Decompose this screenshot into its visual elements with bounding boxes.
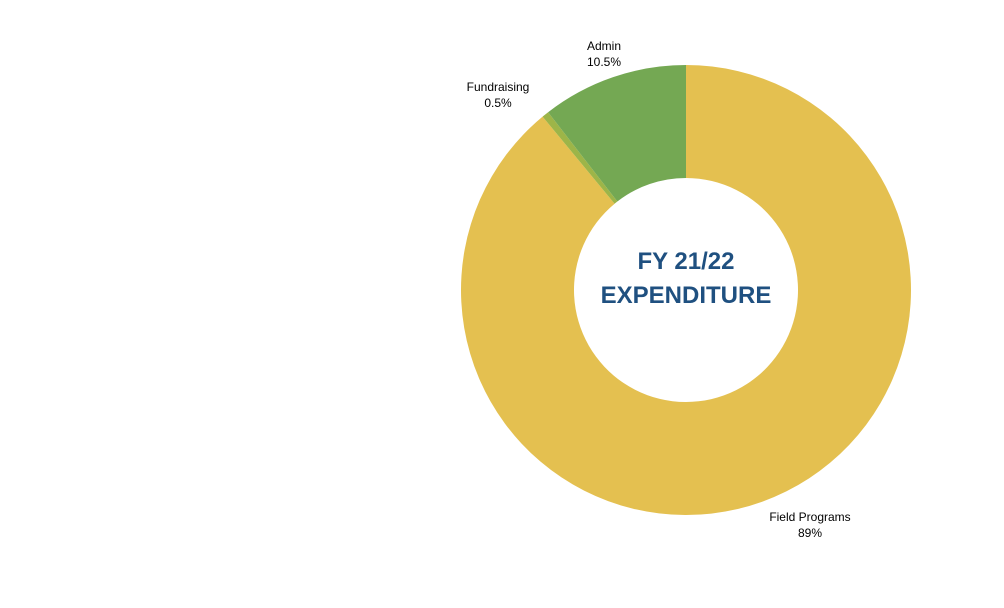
slice-label-percent: 89% [798,526,822,540]
slice-admin [548,65,686,202]
center-title-line-2: EXPENDITURE [601,282,772,309]
slice-field-programs [461,65,912,516]
labels-group: Field Programs 89% Fundraising 0.5% Admin 10.… [467,39,851,540]
slices-group [461,65,912,516]
slice-label-name: Field Programs [769,510,850,524]
slice-label-name: Fundraising [467,80,530,94]
slice-label-percent: 0.5% [484,96,512,110]
slice-label-percent: 10.5% [587,55,621,69]
slice-label-name: Admin [587,39,621,53]
center-title-line-1: FY 21/22 [638,248,735,275]
slice-fundraising [542,112,618,204]
